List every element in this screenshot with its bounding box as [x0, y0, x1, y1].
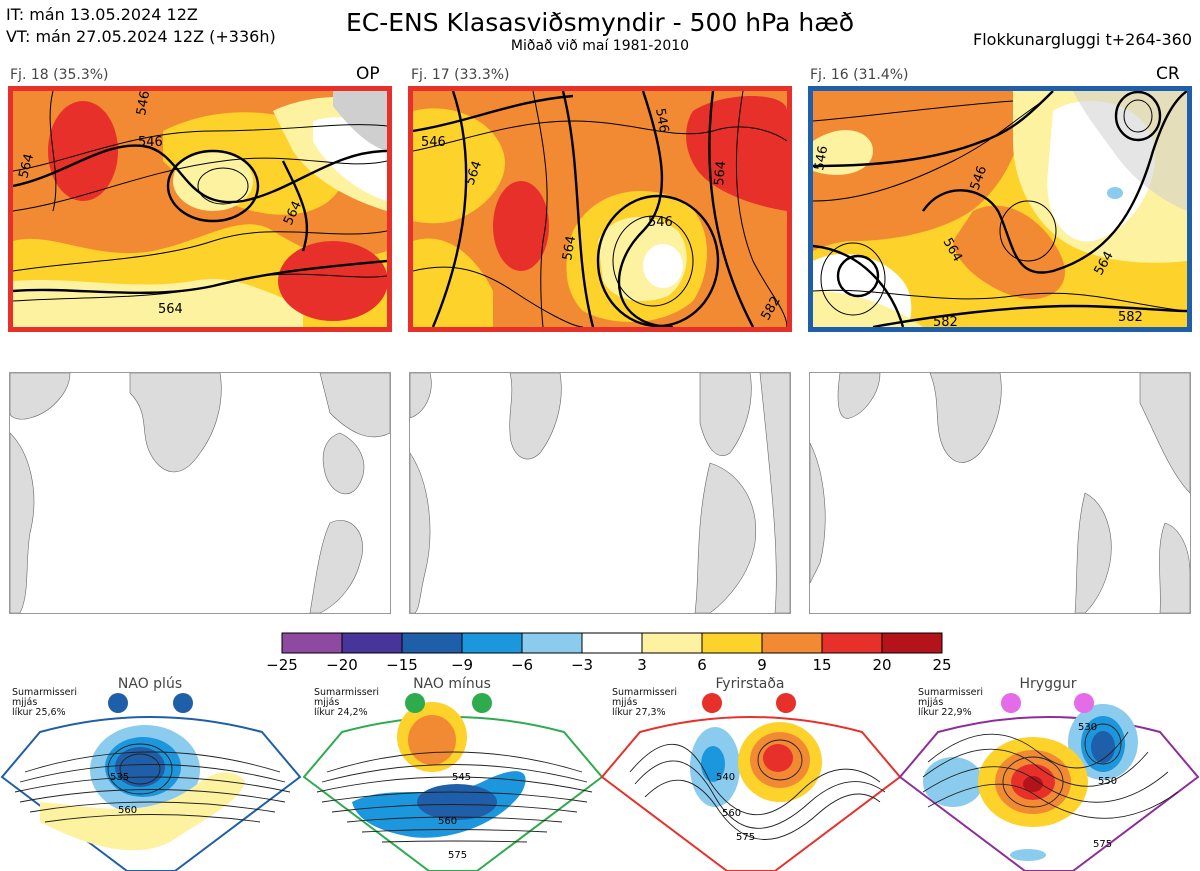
regime-name: Fyrirstaða — [715, 676, 785, 692]
regime-contour-label: 560 — [722, 808, 741, 819]
colorbar-cell — [881, 632, 943, 654]
classification-window: Flokkunargluggi t+264-360 — [973, 30, 1192, 49]
colorbar-cell — [701, 632, 763, 654]
map-title: EC-ENS Klasasviðsmyndir - 500 hPa hæð — [345, 8, 855, 37]
contour-label: 564 — [16, 152, 37, 180]
colorbar-cell — [461, 632, 523, 654]
valid-time: VT: mán 27.05.2024 12Z (+336h) — [6, 27, 276, 46]
regime-contour-label: 550 — [1098, 776, 1117, 787]
regime-nao-minus: 545 560 575 NAO mínus Sumarmisseri mjjás l… — [302, 672, 604, 871]
regime-contour-label: 535 — [110, 772, 129, 783]
colorbar-tick-label: 6 — [697, 656, 707, 674]
regime-blocking: 540 560 575 Fyrirstaða Sumarmisseri mjjás… — [600, 672, 902, 871]
regime-contour-label: 530 — [1078, 722, 1097, 733]
regime-note: Sumarmisseri mjjás líkur 27,3% — [612, 687, 678, 718]
empty-base-map-2 — [409, 372, 791, 614]
cluster-map-3: 546 546 564 564 582 582 — [808, 86, 1192, 332]
cluster-map-2: 546 564 546 564 564 546 582 — [408, 86, 792, 332]
colorbar-tick-label: −3 — [570, 656, 594, 674]
colorbar-tick-label: −25 — [266, 656, 298, 674]
colorbar-tick-label: −15 — [386, 656, 418, 674]
empty-base-map-3 — [809, 372, 1191, 614]
contour-label: 546 — [421, 135, 446, 150]
regime-contour-label: 575 — [448, 850, 467, 861]
colorbar-tick-label: 9 — [757, 656, 767, 674]
header-times: IT: mán 13.05.2024 12Z VT: mán 27.05.202… — [6, 4, 276, 48]
issue-time: IT: mán 13.05.2024 12Z — [6, 5, 198, 24]
colorbar-cell — [581, 632, 643, 654]
colorbar-tick-label: −6 — [510, 656, 534, 674]
contour-label: 546 — [134, 91, 153, 117]
regime-contour-label: 540 — [716, 772, 735, 783]
contour-label: 582 — [933, 315, 958, 327]
colorbar-cell — [401, 632, 463, 654]
cluster-3-tag: CR — [1156, 64, 1180, 84]
contour-label: 564 — [158, 302, 183, 317]
cluster-map-1: 564 546 564 564 546 — [8, 86, 392, 332]
cluster-1-tag: OP — [356, 64, 380, 84]
colorbar-tick-label: 15 — [812, 656, 832, 674]
colorbar-cell — [281, 632, 343, 654]
contour-label: 546 — [813, 145, 831, 172]
regime-name: NAO mínus — [413, 676, 491, 692]
contour-label: 564 — [712, 160, 729, 186]
colorbar-cell — [521, 632, 583, 654]
map-subtitle: Miðað við maí 1981-2010 — [510, 38, 690, 54]
colorbar-tick-label: 25 — [932, 656, 952, 674]
regime-contour-label: 560 — [118, 805, 137, 816]
cluster-2-label: Fj. 17 (33.3%) — [411, 67, 510, 83]
colorbar-tick-label: −20 — [326, 656, 358, 674]
cluster-3-label: Fj. 16 (31.4%) — [810, 67, 909, 83]
colorbar-tick-label: 3 — [637, 656, 647, 674]
regime-name: NAO plús — [117, 676, 183, 692]
colorbar-cell — [761, 632, 823, 654]
empty-base-map-1 — [9, 372, 391, 614]
regime-contour-label: 575 — [1093, 839, 1112, 850]
regime-nao-plus: 535 560 NAO plús Sumarmisseri mjjás líkur … — [0, 672, 302, 871]
regime-note: Sumarmisseri mjjás líkur 25,6% — [12, 687, 78, 718]
regime-contour-label: 560 — [438, 816, 457, 827]
contour-label: 546 — [648, 215, 673, 230]
contour-label: 582 — [1118, 310, 1143, 325]
contour-label: 546 — [138, 135, 163, 150]
regime-note: Sumarmisseri mjjás líkur 24,2% — [314, 687, 380, 718]
contour-label: 546 — [652, 107, 671, 134]
regime-note: Sumarmisseri mjjás líkur 22,9% — [918, 687, 984, 718]
regime-ridge: 530 550 575 Hryggur Sumarmisseri mjjás lík… — [898, 672, 1200, 871]
colorbar-tick-label: −9 — [450, 656, 474, 674]
contour-label: 564 — [560, 235, 579, 262]
regime-contour-label: 545 — [452, 772, 471, 783]
cluster-1-label: Fj. 18 (35.3%) — [10, 67, 109, 83]
colorbar-cell — [641, 632, 703, 654]
colorbar — [281, 632, 943, 654]
colorbar-cell — [341, 632, 403, 654]
colorbar-tick-label: 20 — [872, 656, 892, 674]
regime-name: Hryggur — [1019, 676, 1077, 692]
colorbar-cell — [821, 632, 883, 654]
regime-contour-label: 575 — [736, 832, 755, 843]
